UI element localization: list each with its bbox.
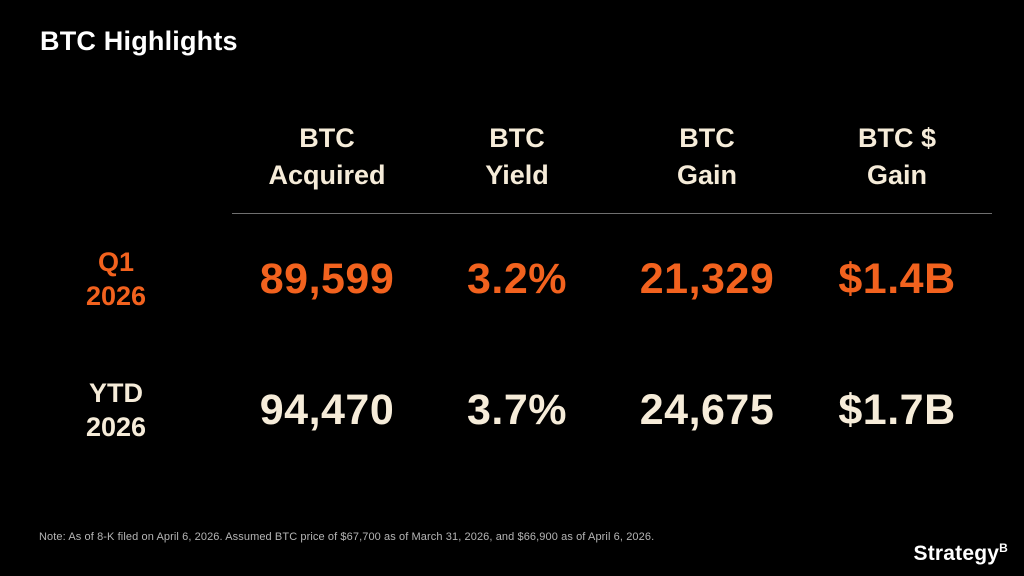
logo-text: Strategy — [913, 542, 1000, 565]
cell-q1-btc-yield: 3.2% — [422, 213, 612, 344]
header-line-1: BTC — [299, 122, 355, 153]
row-label-line-1: Q1 — [97, 246, 135, 277]
row-label-line-2: 2026 — [85, 280, 147, 311]
header-line-1: BTC — [489, 122, 545, 153]
header-line-2: Yield — [485, 159, 549, 190]
cell-q1-btc-dollar-gain: $1.4B — [802, 213, 992, 344]
row-label-line-2: 2026 — [85, 412, 147, 442]
column-header-btc-acquired: BTC Acquired — [232, 100, 422, 213]
column-header-btc-gain: BTC Gain — [612, 100, 802, 213]
header-line-2: Gain — [866, 159, 927, 190]
cell-ytd-btc-acquired: 94,470 — [259, 385, 395, 434]
row-label-ytd-2026: YTD 2026 — [0, 344, 232, 476]
column-header-btc-yield: BTC Yield — [422, 100, 612, 213]
btc-highlights-table: BTC Acquired BTC Yield BTC Gain BTC $ Ga… — [0, 100, 992, 476]
strategy-logo: StrategyB — [913, 542, 1008, 566]
cell-ytd-btc-yield: 3.7% — [466, 385, 567, 434]
logo-bitcoin-b-icon: B — [999, 541, 1008, 555]
header-line-2: Acquired — [268, 159, 386, 190]
row-label-line-1: YTD — [89, 378, 143, 408]
footnote: Note: As of 8-K filed on April 6, 2026. … — [39, 531, 655, 543]
cell-q1-btc-gain: 21,329 — [612, 213, 802, 344]
header-line-2: Gain — [676, 159, 737, 190]
header-line-1: BTC — [679, 122, 735, 153]
header-line-1: BTC $ — [857, 122, 936, 153]
cell-ytd-btc-gain: 24,675 — [639, 385, 775, 434]
table-corner-spacer — [0, 100, 232, 213]
slide-title: BTC Highlights — [40, 26, 238, 56]
row-label-q1-2026: Q1 2026 — [0, 213, 232, 344]
cell-ytd-btc-dollar-gain: $1.7B — [838, 385, 956, 434]
column-header-btc-dollar-gain: BTC $ Gain — [802, 100, 992, 213]
cell-q1-btc-acquired: 89,599 — [232, 213, 422, 344]
